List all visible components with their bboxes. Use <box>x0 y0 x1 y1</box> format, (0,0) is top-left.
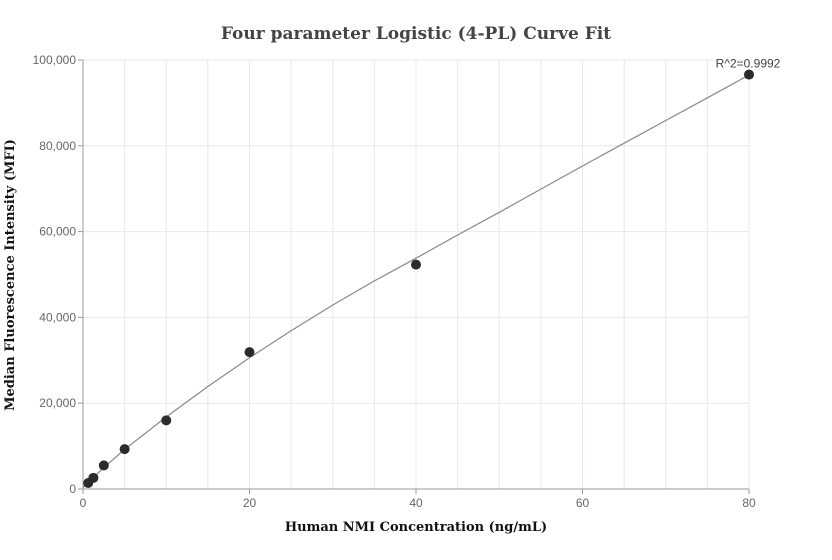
data-point <box>411 259 421 270</box>
data-point <box>744 69 754 80</box>
x-tick-label: 80 <box>742 496 756 510</box>
data-point <box>119 444 130 455</box>
data-point <box>161 415 172 426</box>
y-tick-label: 60,000 <box>39 225 76 239</box>
data-point <box>98 460 109 471</box>
y-tick-label: 80,000 <box>39 139 76 153</box>
r-squared-annotation: R^2=0.9992 <box>716 57 781 71</box>
grid <box>82 59 750 490</box>
x-tick-label: 40 <box>409 496 423 510</box>
data-point <box>244 347 255 358</box>
y-tick-label: 20,000 <box>39 396 76 410</box>
x-tick-label: 0 <box>80 496 87 510</box>
x-axis-label: Human NMI Concentration (ng/mL) <box>285 520 547 535</box>
y-tick-label: 100,000 <box>33 53 77 67</box>
y-axis-label: Median Fluorescence Intensity (MFI) <box>3 139 18 411</box>
data-point <box>88 472 99 483</box>
chart-title: Four parameter Logistic (4-PL) Curve Fit <box>221 24 611 44</box>
data-points <box>83 69 754 488</box>
x-tick-label: 20 <box>243 496 257 510</box>
y-tick-label: 40,000 <box>39 310 76 324</box>
tick-labels: 0 20 40 60 80 0 20,000 40,000 60,000 80,000 100,00… <box>33 53 756 510</box>
x-tick-label: 60 <box>576 496 590 510</box>
y-tick-label: 0 <box>69 482 76 496</box>
